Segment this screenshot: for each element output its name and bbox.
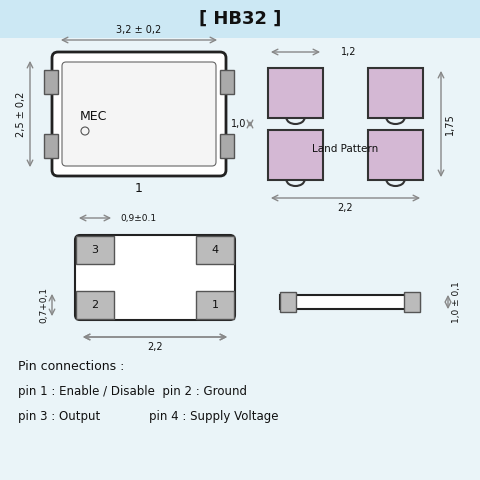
Bar xyxy=(368,130,423,180)
Bar xyxy=(44,134,58,158)
Text: Land Pattern: Land Pattern xyxy=(312,144,378,154)
Bar xyxy=(0,0,480,38)
Bar xyxy=(404,292,420,312)
Text: 4: 4 xyxy=(211,245,218,255)
Text: 3,2 ± 0,2: 3,2 ± 0,2 xyxy=(116,25,162,35)
Bar xyxy=(76,236,114,264)
Text: pin 1 : Enable / Disable  pin 2 : Ground: pin 1 : Enable / Disable pin 2 : Ground xyxy=(18,385,247,398)
Bar xyxy=(196,236,234,264)
Text: 1: 1 xyxy=(212,300,218,310)
Bar xyxy=(268,130,323,180)
Bar xyxy=(268,68,323,118)
Bar xyxy=(280,295,420,309)
Text: [ HB32 ]: [ HB32 ] xyxy=(199,10,281,28)
Bar xyxy=(76,291,114,319)
Text: 1,75: 1,75 xyxy=(445,113,455,135)
Bar xyxy=(280,292,296,312)
Text: pin 3 : Output             pin 4 : Supply Voltage: pin 3 : Output pin 4 : Supply Voltage xyxy=(18,410,278,423)
Bar xyxy=(220,134,234,158)
Text: 2,2: 2,2 xyxy=(337,203,353,213)
Text: Pin connections :: Pin connections : xyxy=(18,360,124,373)
Text: 2,5 ± 0,2: 2,5 ± 0,2 xyxy=(16,91,26,137)
Text: 0,7+0,1: 0,7+0,1 xyxy=(39,287,48,323)
Bar xyxy=(196,291,234,319)
Text: 3: 3 xyxy=(92,245,98,255)
Bar xyxy=(368,68,423,118)
Bar xyxy=(220,70,234,94)
FancyBboxPatch shape xyxy=(75,235,235,320)
Text: 1,2: 1,2 xyxy=(341,47,357,57)
Text: 0,9±0.1: 0,9±0.1 xyxy=(120,214,156,223)
Text: 2,2: 2,2 xyxy=(147,342,163,352)
FancyBboxPatch shape xyxy=(52,52,226,176)
Bar xyxy=(44,70,58,94)
Text: 2: 2 xyxy=(91,300,98,310)
Text: MEC: MEC xyxy=(80,109,108,122)
Text: 1,0: 1,0 xyxy=(230,119,246,129)
Text: 1,0 ± 0,1: 1,0 ± 0,1 xyxy=(452,281,461,323)
Text: 1: 1 xyxy=(135,181,143,194)
FancyBboxPatch shape xyxy=(62,62,216,166)
